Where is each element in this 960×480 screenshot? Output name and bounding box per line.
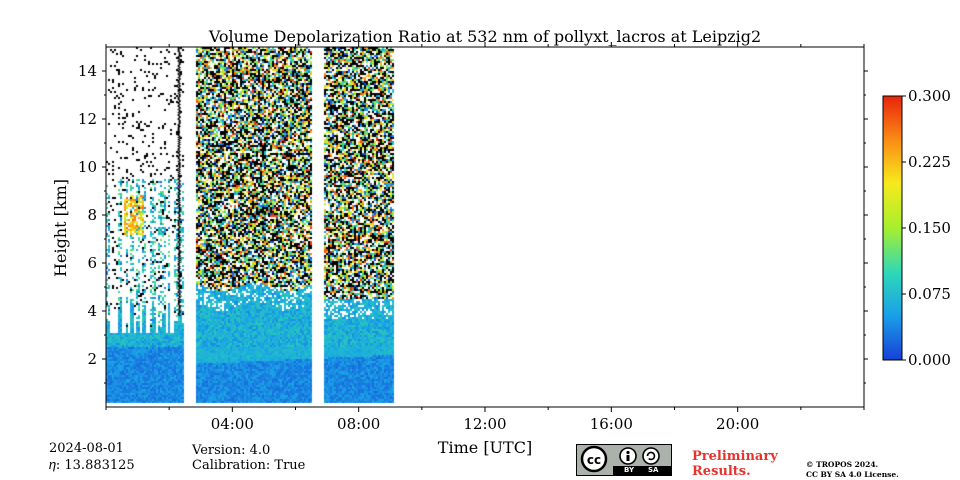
y-tick-label: 4: [87, 302, 97, 320]
colorbar: [882, 95, 903, 361]
y-tick-label: 14: [78, 62, 97, 80]
x-tick-label: 08:00: [337, 415, 380, 433]
y-tick-label: 6: [87, 254, 97, 272]
colorbar-tick-label: 0.150: [908, 219, 951, 237]
cc-by-text: BY: [624, 466, 635, 474]
eta-label: 𝜂: 13.883125: [49, 458, 135, 473]
preliminary-line1: Preliminary: [692, 449, 778, 464]
axes: 2 4 6 8 10 12 14 04:00 08:00 12:00 16:00 20:00: [78, 42, 868, 433]
copyright-line2: CC BY SA 4.0 License.: [806, 470, 899, 479]
y-tick-label: 12: [78, 110, 97, 128]
colorbar-tick-label: 0.225: [908, 153, 951, 171]
version-label: Version: 4.0: [192, 443, 271, 458]
cc-license-badge: cc BY SA: [576, 444, 672, 476]
colorbar-tick-label: 0.000: [908, 351, 951, 369]
colorbar-ticks: 0.000 0.075 0.150 0.225 0.300: [902, 87, 951, 369]
heatmap-area: [106, 47, 864, 407]
cc-sa-text: SA: [648, 466, 659, 474]
x-tick-label: 16:00: [590, 415, 633, 433]
x-tick-label: 12:00: [463, 415, 506, 433]
colorbar-tick-label: 0.075: [908, 285, 951, 303]
chart-title: Volume Depolarization Ratio at 532 nm of…: [208, 27, 761, 46]
date-label: 2024-08-01: [49, 441, 124, 456]
heatmap-raster: [106, 47, 864, 407]
copyright-line1: © TROPOS 2024.: [806, 460, 879, 469]
svg-text:cc: cc: [587, 453, 601, 467]
y-tick-label: 8: [87, 206, 97, 224]
sa-icon: [642, 447, 660, 465]
x-tick-label: 20:00: [716, 415, 759, 433]
cc-icon: [580, 445, 608, 473]
colorbar-tick-label: 0.300: [908, 87, 951, 105]
y-axis-label: Height [km]: [51, 179, 70, 277]
calibration-label: Calibration: True: [192, 458, 306, 473]
preliminary-results: Preliminary Results.: [692, 449, 778, 479]
x-axis-label: Time [UTC]: [438, 438, 532, 457]
x-tick-label: 04:00: [211, 415, 254, 433]
preliminary-line2: Results.: [692, 464, 751, 479]
copyright-note: © TROPOS 2024. CC BY SA 4.0 License.: [806, 460, 899, 480]
y-tick-label: 10: [78, 158, 97, 176]
y-tick-label: 2: [87, 350, 97, 368]
